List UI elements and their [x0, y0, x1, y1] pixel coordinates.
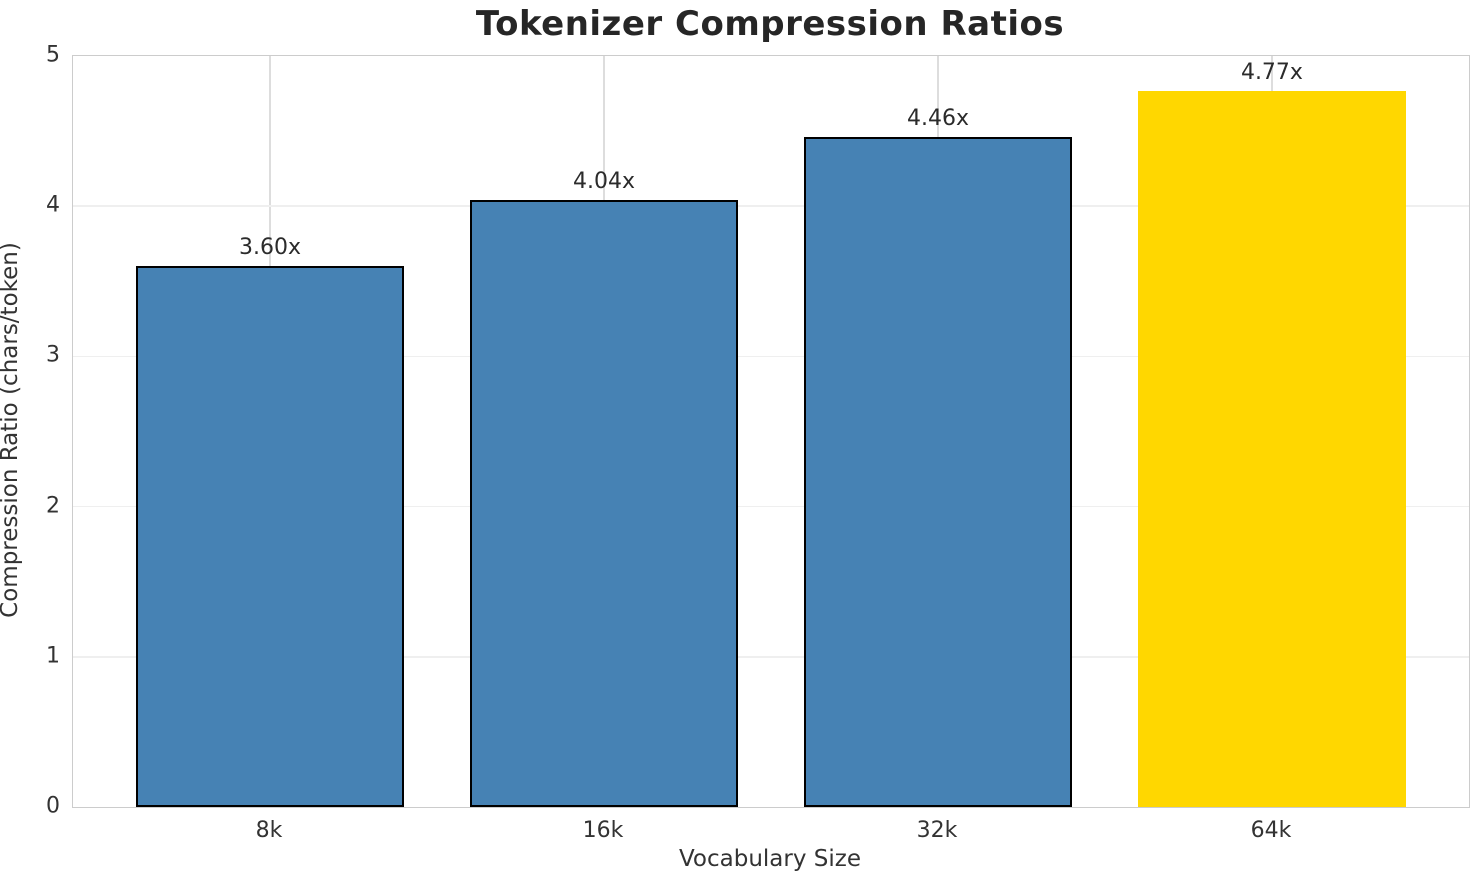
y-tick-label: 4 — [46, 192, 60, 218]
bar-value-label: 4.46x — [906, 106, 969, 132]
x-tick-label: 16k — [582, 818, 624, 843]
x-tick-label: 8k — [255, 818, 283, 843]
chart-title: Tokenizer Compression Ratios — [475, 4, 1065, 44]
x-tick-label: 32k — [916, 818, 958, 843]
bar-value-label: 3.60x — [239, 235, 302, 261]
plot-area: 3.60x 4.04x 4.46x 4.77x — [72, 55, 1470, 808]
horizontal-gridline — [73, 205, 1469, 207]
y-tick-label: 3 — [46, 342, 60, 368]
y-tick-label: 2 — [46, 493, 60, 519]
bar-16k — [470, 200, 738, 807]
x-tick-label: 64k — [1250, 818, 1292, 843]
bar-32k — [804, 137, 1072, 807]
horizontal-gridline — [73, 355, 1469, 358]
y-tick-label: 5 — [46, 42, 60, 68]
bar-value-label: 4.77x — [1240, 59, 1303, 85]
y-tick-label: 1 — [46, 643, 60, 669]
horizontal-gridline — [73, 656, 1469, 658]
y-tick-label: 0 — [46, 793, 60, 819]
y-axis-title: Compression Ratio (chars/token) — [0, 242, 23, 618]
bar-64k — [1138, 90, 1406, 807]
horizontal-gridline — [73, 505, 1469, 508]
bar-value-label: 4.04x — [572, 169, 636, 195]
bar-8k — [136, 266, 404, 807]
x-axis-title: Vocabulary Size — [678, 846, 861, 872]
